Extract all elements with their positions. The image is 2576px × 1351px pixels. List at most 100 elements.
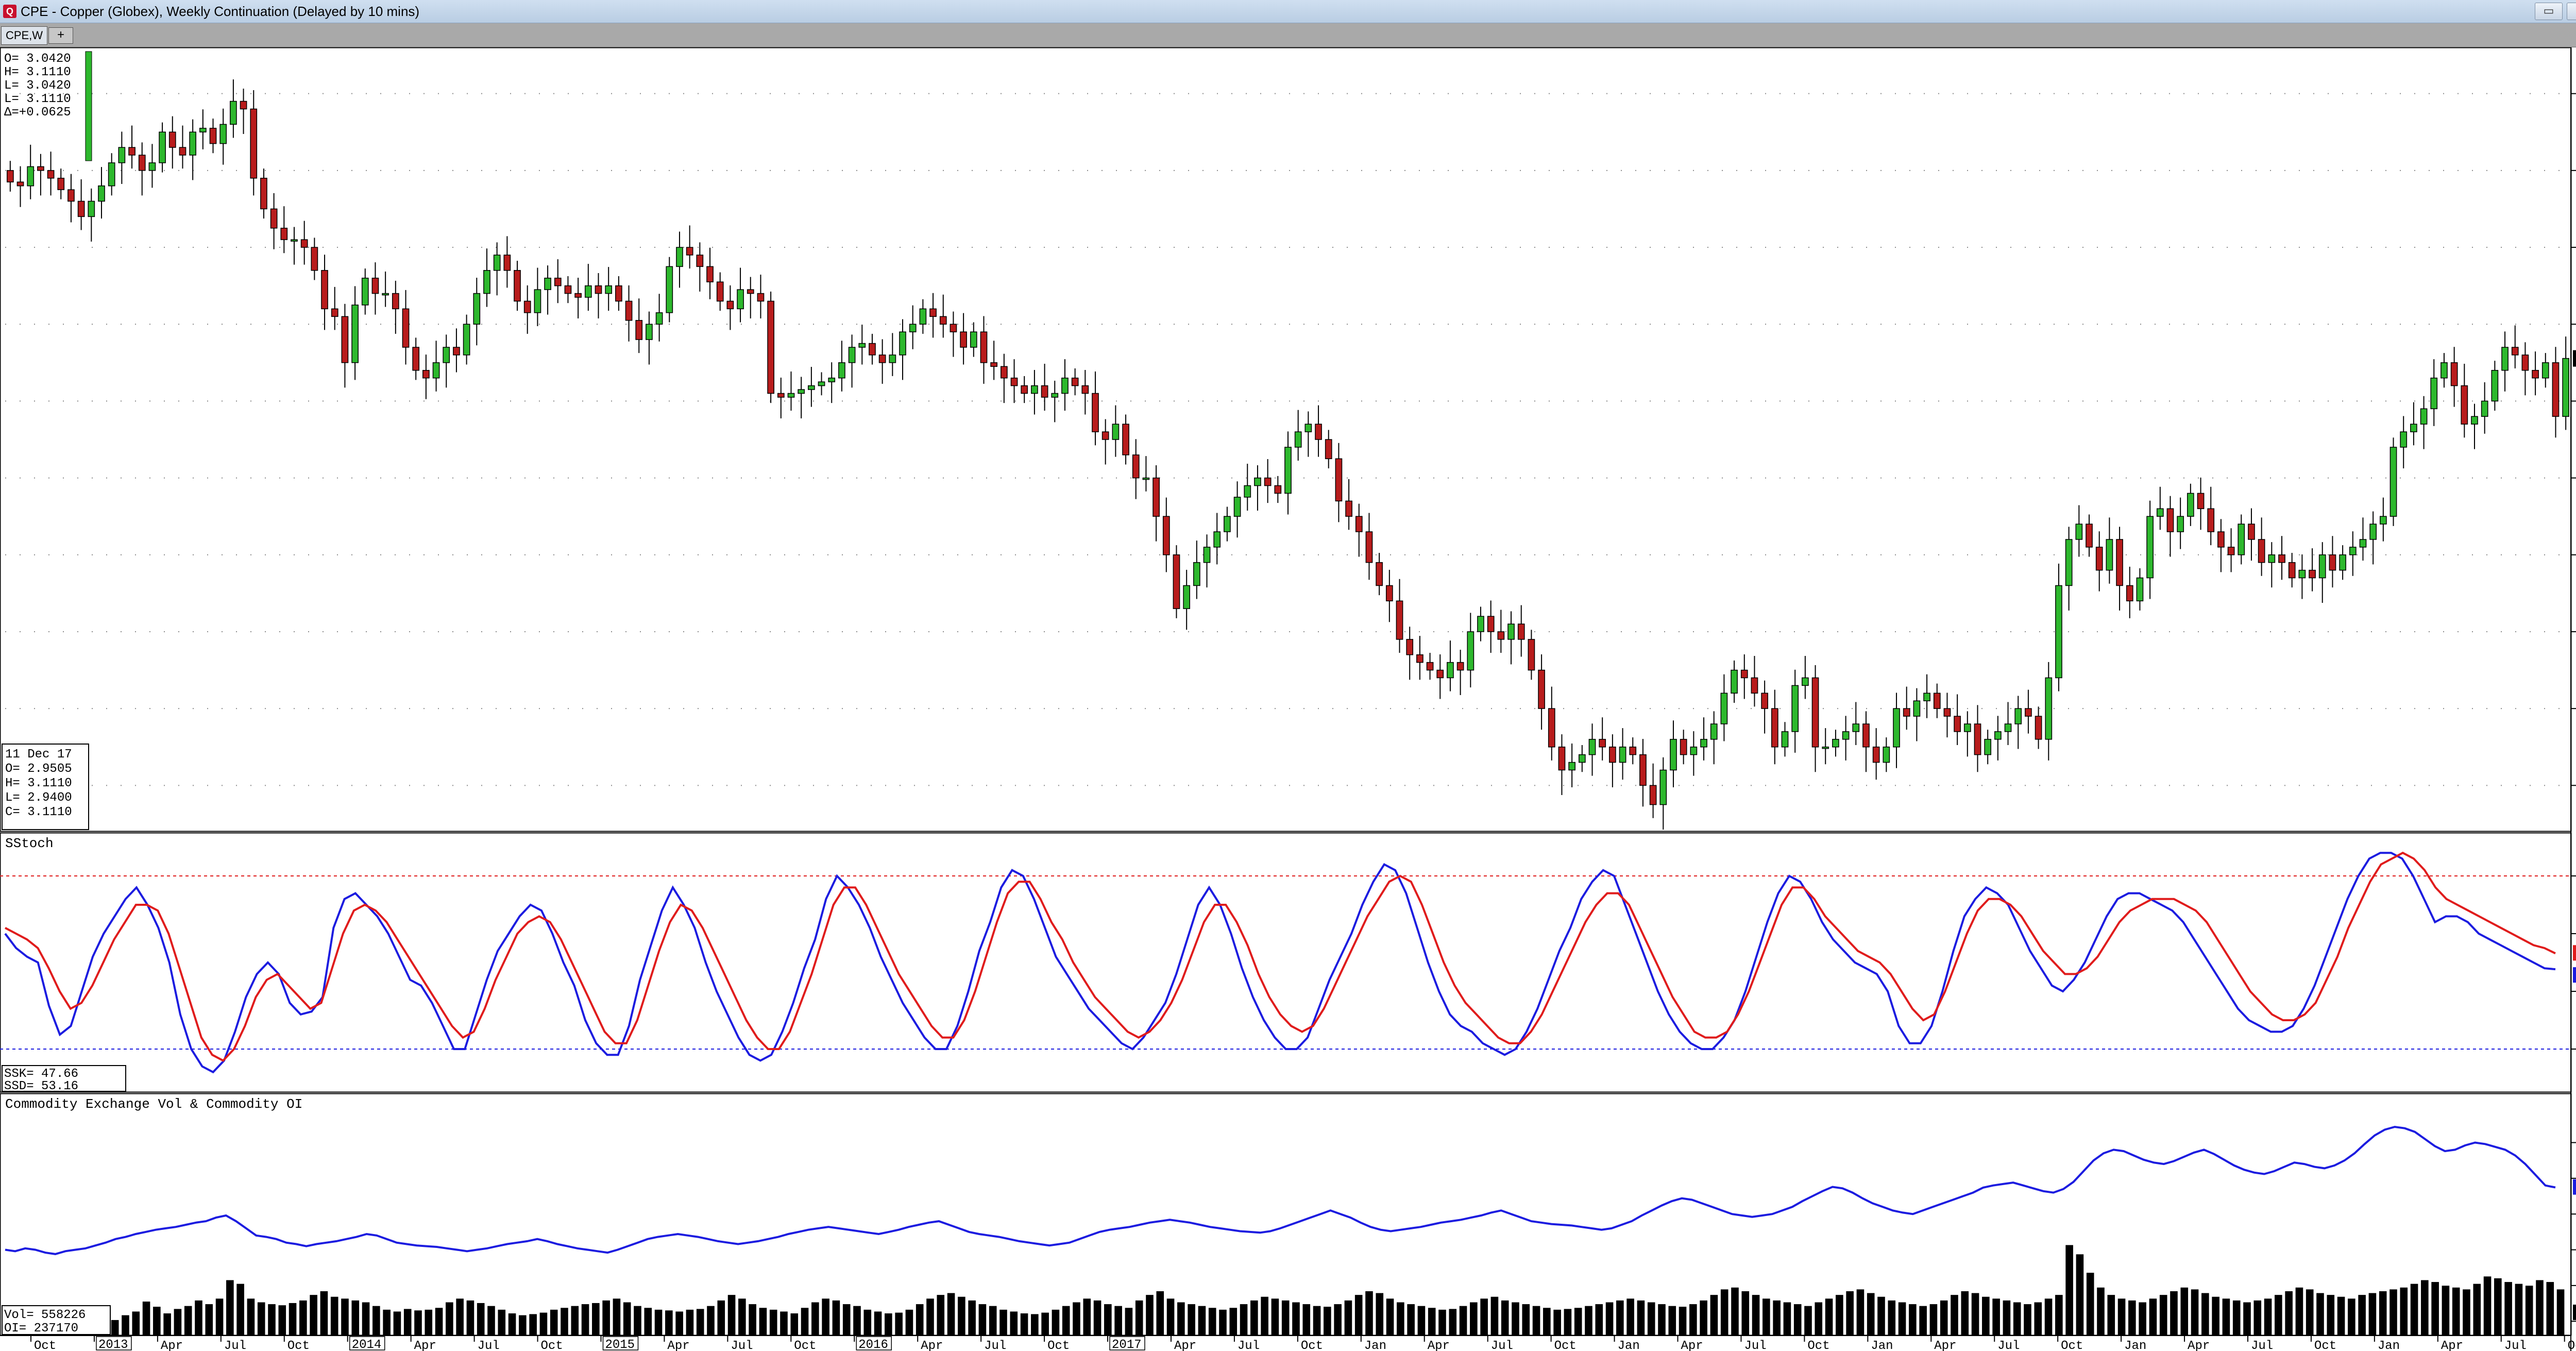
minimize-button[interactable]: ▭ [2535,3,2563,20]
volume-bar [675,1311,683,1336]
volume-bar [1449,1309,1457,1336]
volume-bar [1052,1309,1060,1336]
candle [2268,554,2276,563]
volume-bar [1720,1289,1728,1336]
volume-bar [571,1306,579,1336]
volume-bar [466,1300,474,1336]
candle [1649,785,1657,805]
volume-bar [1940,1300,1948,1336]
candle [1335,458,1343,502]
chart-area[interactable]: 2.00002.20002.40002.60002.80003.00003.20… [0,47,2576,1351]
volume-bar [2212,1296,2219,1336]
restore-button[interactable]: ❐ [2567,3,2576,20]
add-tab-button[interactable]: + [48,27,73,44]
candle [1051,393,1059,398]
volume-bar [1261,1296,1268,1336]
candle [168,131,176,148]
candle [1954,716,1961,732]
candle [534,289,541,313]
volume-legend-box [2,1305,111,1335]
month-label: Jul [1997,1339,2020,1351]
volume-bar [1146,1295,1154,1336]
candle [2471,416,2478,425]
volume-bar [1710,1295,1718,1336]
tab-cpe-weekly[interactable]: CPE,W [1,26,47,45]
volume-bar [2264,1298,2272,1336]
volume-bar [1815,1302,1823,1336]
volume-bar [2139,1302,2146,1336]
month-label: Oct [1554,1339,1577,1351]
candle [1001,366,1008,379]
candle [574,293,582,298]
volume-bar [393,1311,401,1336]
month-label: Oct [2568,1339,2576,1351]
volume-bar [1083,1298,1091,1336]
volume-bar [1658,1304,1666,1336]
candle [2298,569,2306,579]
month-label: Apr [667,1339,689,1351]
hover-data-line: 11 Dec 17 [5,748,72,762]
month-label: Jul [2251,1339,2273,1351]
volume-bar [456,1298,464,1336]
volume-bar [1240,1304,1248,1336]
candle [2197,493,2205,510]
candle [2136,577,2144,602]
candle [1021,385,1028,394]
candle [950,324,957,332]
candle [1710,723,1718,740]
volume-bar [2483,1276,2492,1336]
month-label: Apr [921,1339,943,1351]
volume-bar [446,1302,453,1336]
candle [1731,669,1738,694]
open-interest-line [5,1125,2556,1255]
volume-bar [1271,1298,1279,1336]
year-label: 2016 [858,1338,888,1351]
candle [2217,531,2225,548]
candle [798,389,805,394]
volume-bar [1626,1298,1634,1336]
volume-bar [1031,1314,1039,1336]
candle [1396,600,1403,640]
volume-bar [1752,1295,1760,1336]
volume-bar [2536,1280,2544,1336]
year-label-box [1109,1336,1145,1350]
candle [635,320,643,340]
volume-bar [1773,1300,1781,1336]
volume-bar [163,1313,171,1336]
volume-bar [310,1295,317,1336]
candle [1588,739,1596,755]
candle [1923,693,1930,701]
candle [2541,362,2549,379]
volume-bar [665,1310,673,1336]
candle [980,331,988,363]
candle [2511,347,2519,356]
candle [747,289,754,294]
volume-bar [1846,1291,1854,1336]
candle [899,331,906,356]
candle [878,354,886,363]
ssd-last-marker [2573,945,2576,961]
candle [1720,693,1728,724]
volume-bar [1856,1289,1865,1336]
volume-bar [341,1298,349,1336]
stoch-legend-box [2,1065,126,1092]
volume-bar [1344,1300,1352,1336]
candle [2481,400,2488,417]
volume-bar [1114,1306,1122,1336]
volume-bar [2097,1287,2105,1336]
hover-data-line: C= 3.1110 [5,805,72,819]
candle [1568,762,1575,771]
candle [1802,677,1809,686]
volume-bar [561,1308,568,1336]
candle [2532,369,2539,379]
candle [2065,539,2073,586]
hover-data-line: O= 2.9505 [5,762,72,776]
panel-frame-3 [0,1093,2572,1336]
last-price-marker [2573,350,2576,367]
candle [453,347,460,356]
volume-bar [414,1310,422,1336]
volume-bar [2034,1302,2042,1336]
volume-bar [749,1304,756,1336]
volume-bar [1354,1295,1363,1336]
year-label-box [96,1336,132,1350]
